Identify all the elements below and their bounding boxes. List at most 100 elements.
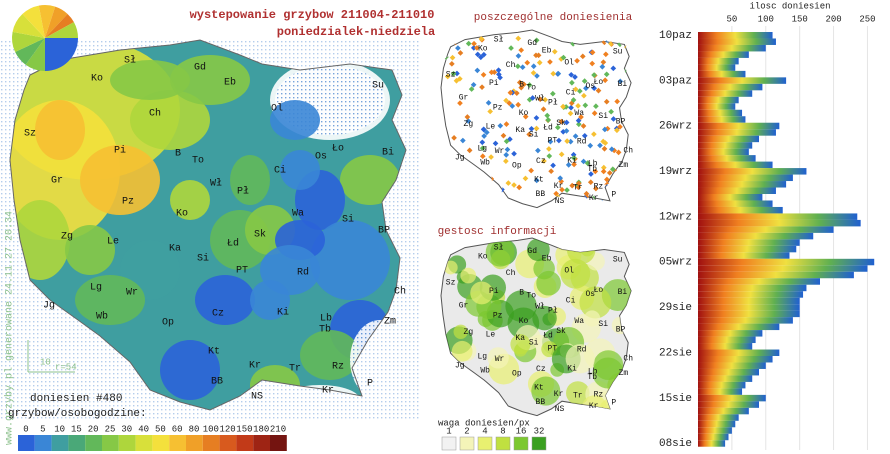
report-dot [507,89,514,96]
region-label: BB [211,377,223,388]
report-dot [511,182,517,188]
report-dot [479,145,486,152]
report-dot [503,121,510,127]
bar [698,155,756,162]
region-label: Op [512,161,522,170]
report-dot [463,169,469,176]
region-label: BB [536,190,546,199]
report-dot [492,140,499,147]
legend-title: grzybow/osobogodzine: [8,408,147,420]
density-blob [560,258,591,289]
report-dot [587,142,594,149]
report-dot [443,33,450,39]
density-value: 2 [464,426,469,436]
heat-blob [310,220,390,300]
report-dot [614,178,621,184]
report-dot [454,70,460,77]
pie-slice [22,5,45,38]
report-dot [487,108,493,115]
region-label: BB [536,398,546,407]
bar [698,239,800,246]
region-label: Pz [493,103,503,112]
legend-value: 120 [219,424,235,434]
report-dot [497,74,503,81]
pie-slice [45,13,74,39]
report-dot [608,108,614,115]
report-dot [488,154,494,160]
bar [698,245,797,253]
region-label: Ch [149,108,161,120]
legend-value: 5 [40,424,45,434]
bar [698,213,858,220]
report-dot [529,95,536,101]
legend-swatch [18,435,35,451]
bar [698,349,780,356]
bar [698,83,763,91]
bar [698,381,746,389]
report-dot [603,51,609,58]
region-label: Lg [477,145,487,154]
report-dot [515,53,522,59]
legend-value: 25 [105,424,116,434]
report-dot [574,57,580,64]
region-label: Zm [619,369,629,378]
region-label: Wb [96,311,108,323]
x-tick-label: 150 [792,14,808,24]
region-label: B [519,80,524,89]
report-dot [524,59,531,66]
report-dot [564,138,570,144]
density-swatch [531,436,547,451]
region-label: Rz [594,391,604,400]
region-label: NS [555,405,565,414]
region-label: Op [512,369,522,378]
report-dot [583,85,589,92]
heat-blob [80,145,160,215]
report-dot [577,88,583,94]
report-dot [442,186,449,193]
report-dot [597,142,603,149]
report-dot [516,79,523,86]
region-label: Ci [566,89,576,98]
report-dot [503,97,509,104]
bar [698,64,736,71]
region-label: Ka [169,244,181,255]
region-label: Ko [478,44,488,53]
report-dot [530,63,537,70]
region-label: Sł [124,55,136,67]
region-label: Os [585,82,595,91]
report-dot [485,99,492,106]
report-dot [503,158,509,164]
legend-value: 180 [253,424,269,434]
report-dot [624,192,630,198]
report-dot [589,49,596,56]
region-label: Lb [320,313,332,325]
y-tick-label: 05wrz [659,257,692,269]
region-label: Wb [480,159,490,168]
bar [698,368,759,376]
region-label: Ko [519,317,529,326]
region-label: Wb [480,367,490,376]
legend-value: 20 [88,424,99,434]
report-dot [575,184,582,191]
report-dot [556,137,562,144]
heat-blob [170,55,250,105]
region-label: Sz [24,129,36,140]
report-dot [522,175,529,182]
bar [698,232,814,240]
region-label: Ło [594,286,604,295]
report-dot [591,131,597,138]
report-dot [480,126,487,133]
region-label: Kt [534,175,544,184]
report-dot [591,72,597,78]
report-dot [622,198,629,205]
report-dot [564,187,570,193]
region-label: BP [616,117,626,126]
bar [698,200,773,207]
region-label: Sz [446,71,456,80]
report-dot [614,127,620,134]
bar [698,420,736,428]
region-label: Kr [249,361,261,372]
region-label: NS [251,392,263,403]
region-label: Rd [297,267,309,279]
report-dot [465,191,472,198]
